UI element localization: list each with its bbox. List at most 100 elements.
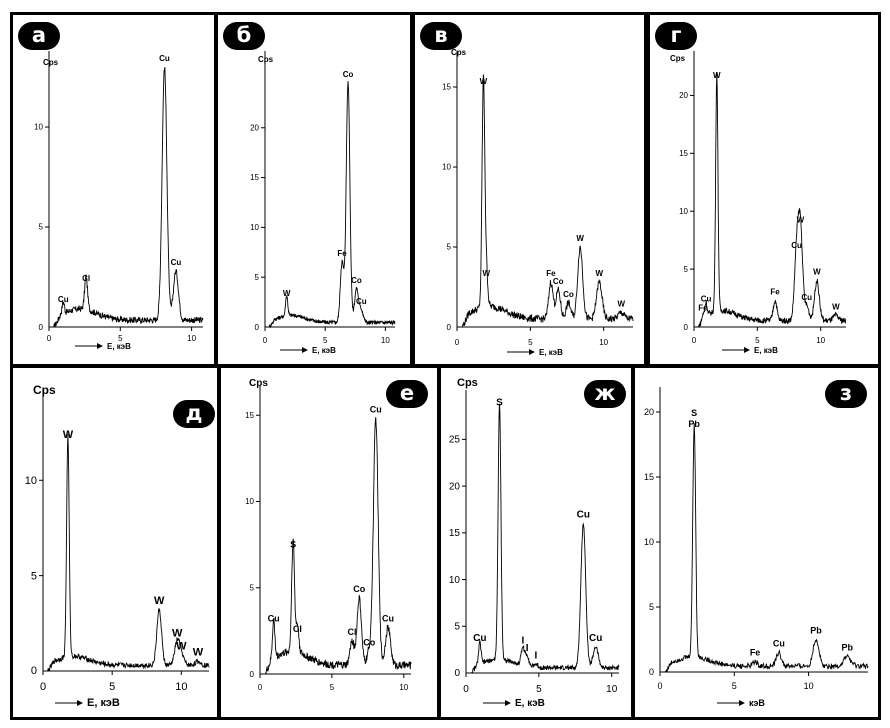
y-tick-label: 10: [442, 163, 451, 172]
y-tick-label: 5: [31, 570, 37, 582]
peak-label: Co: [563, 290, 574, 299]
x-tick-label: 5: [732, 681, 737, 691]
x-tick-label: 10: [381, 336, 390, 345]
y-axis-label: Cps: [670, 54, 686, 63]
spectrum-trace: [43, 434, 210, 672]
peak-label: Cu: [268, 613, 280, 623]
y-tick-label: 15: [449, 528, 461, 539]
peak-label: I: [526, 643, 529, 654]
y-axis-label: Cps: [33, 383, 56, 397]
peak-label: Cu: [171, 258, 182, 267]
peak-label: W: [193, 646, 204, 658]
x-tick-label: 0: [263, 336, 268, 345]
peak-label: Co: [363, 638, 375, 648]
peak-label: I: [521, 636, 524, 647]
spectrum-chart-b: 0 5 10 5 10 15 20 0 Cps E, кэВ W Fe Co Co Cu: [250, 51, 396, 355]
x-tick-label: 10: [175, 681, 187, 693]
x-axis-label: кэВ: [749, 698, 765, 708]
peak-label: Co: [353, 584, 365, 594]
peak-label: Cu: [58, 295, 69, 304]
peak-label: W: [713, 71, 721, 80]
panel-f: 0 5 10 5 10 15 0 Cps Cu S Cl Cl Co Co Cu Cu е: [218, 365, 440, 720]
peak-label: Fe: [698, 304, 708, 313]
x-tick-label: 5: [755, 336, 760, 345]
peak-label: W: [154, 595, 165, 607]
peak-label: Cu: [701, 294, 712, 303]
x-tick-label: 0: [455, 338, 460, 347]
peak-label: S: [290, 539, 296, 549]
y-axis-label: Cps: [258, 55, 274, 64]
panel-label-g: ж: [584, 380, 626, 408]
y-zero-label: 0: [39, 323, 44, 332]
y-tick-label: 10: [34, 123, 43, 132]
peak-label: Cu: [370, 405, 382, 415]
panel-a: 0 5 10 5 10 0 Cps E, кэВ Cu Cl Cu Cu а: [10, 12, 217, 367]
x-tick-label: 5: [323, 336, 328, 345]
peak-label: Cl: [293, 624, 302, 634]
spectrum-trace: [49, 67, 204, 328]
x-tick-label: 10: [599, 338, 608, 347]
peak-label: Cu: [159, 54, 170, 63]
peak-label: Fe: [750, 648, 761, 658]
x-tick-label: 5: [330, 683, 335, 692]
spectrum-trace: [466, 403, 620, 674]
y-tick-label: 10: [25, 475, 37, 487]
y-zero-label: 0: [454, 668, 460, 679]
y-tick-label: 25: [449, 435, 461, 446]
y-tick-label: 5: [255, 273, 260, 282]
y-tick-label: 20: [250, 123, 259, 132]
peak-label: W: [172, 627, 183, 639]
peak-label: Pb: [688, 419, 700, 429]
x-axis-arrowhead: [97, 343, 103, 349]
peak-label: Cu: [589, 633, 602, 644]
x-tick-label: 5: [536, 684, 542, 695]
peak-label: Cu: [356, 297, 367, 306]
y-tick-label: 20: [449, 481, 461, 492]
y-zero-label: 0: [31, 665, 37, 677]
y-axis-label: Cps: [249, 378, 268, 389]
x-axis-arrowhead: [77, 700, 83, 706]
peak-label: W: [576, 234, 584, 243]
y-axis-label: Cps: [43, 58, 59, 67]
peak-label: Co: [351, 276, 362, 285]
peak-label: S: [691, 408, 697, 418]
panel-b: 0 5 10 5 10 15 20 0 Cps E, кэВ W Fe Co Co Cu б: [215, 12, 413, 367]
panel-label-h: з: [825, 380, 867, 408]
x-axis-label: E, кэВ: [515, 698, 545, 709]
x-axis-arrowhead: [302, 347, 308, 353]
y-tick-label: 5: [684, 265, 689, 274]
peak-label: I: [535, 651, 538, 662]
peak-label: Co: [343, 70, 354, 79]
peak-label: Pb: [841, 642, 853, 652]
panel-label-a: а: [18, 22, 60, 50]
peak-label: W: [283, 289, 291, 298]
y-zero-label: 0: [684, 323, 689, 332]
y-tick-label: 5: [250, 583, 255, 592]
panel-label-e: д: [173, 400, 215, 428]
x-tick-label: 5: [528, 338, 533, 347]
peak-label: Cu: [577, 509, 590, 520]
x-axis-arrowhead: [739, 700, 745, 706]
x-axis-arrowhead: [744, 347, 750, 353]
peak-label: W: [176, 641, 187, 653]
y-tick-label: 5: [649, 602, 654, 612]
peak-label: S: [496, 397, 503, 408]
y-tick-label: 5: [447, 243, 452, 252]
y-tick-label: 5: [39, 223, 44, 232]
y-tick-label: 15: [644, 472, 654, 482]
peak-label: Cu: [791, 241, 802, 250]
peak-label: Fe: [337, 249, 347, 258]
y-tick-label: 10: [245, 497, 254, 506]
x-tick-label: 0: [657, 681, 662, 691]
peak-label: W: [797, 216, 805, 225]
spectrum-trace: [660, 423, 869, 673]
peak-label: Cl: [348, 627, 357, 637]
peak-label: Co: [553, 277, 564, 286]
spectrum-trace: [694, 73, 847, 328]
y-tick-label: 15: [245, 411, 254, 420]
